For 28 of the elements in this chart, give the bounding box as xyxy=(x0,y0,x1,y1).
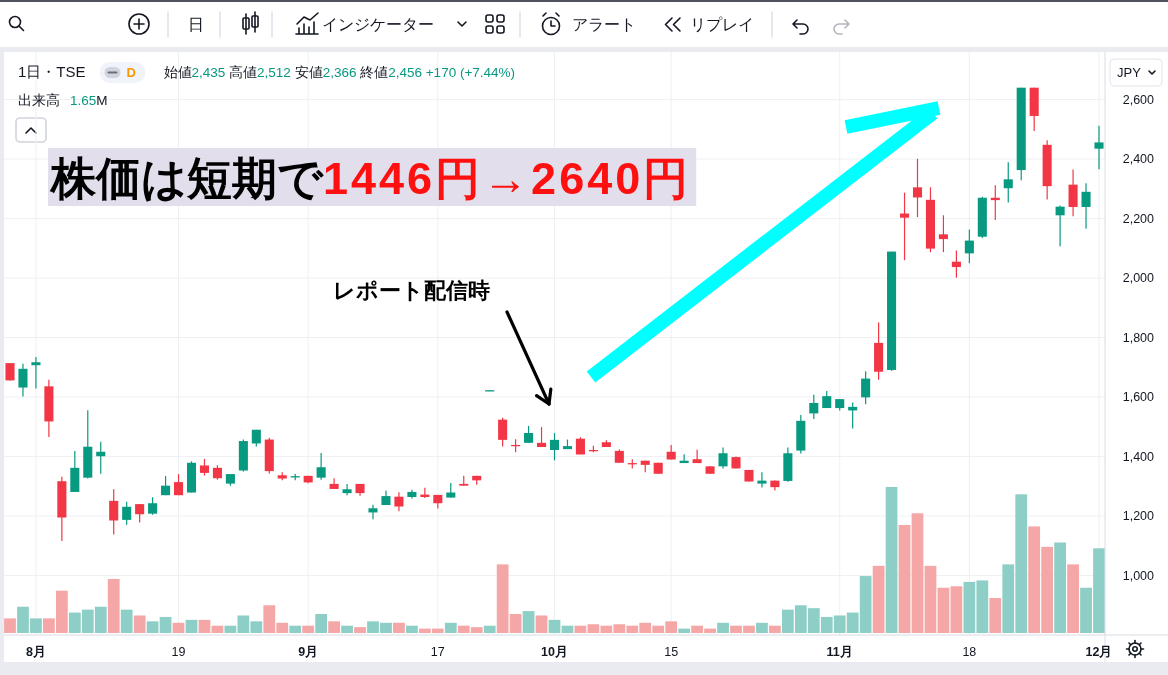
x-tick-label: 17 xyxy=(430,645,445,659)
x-tick-label: 9月 xyxy=(298,645,319,659)
text: JPY xyxy=(1117,65,1142,80)
x-tick-label: 8月 xyxy=(25,645,46,659)
x-tick-label: 19 xyxy=(171,645,186,659)
y-tick-label: 1,000 xyxy=(1122,568,1155,583)
x-tick-label: 12月 xyxy=(1085,645,1113,659)
y-tick-label: 1,800 xyxy=(1122,330,1155,345)
annotation: レポート配信時 xyxy=(333,278,553,406)
text: 日 xyxy=(188,16,204,33)
y-tick-label: 1,400 xyxy=(1122,449,1155,464)
y-tick-label: 2,200 xyxy=(1122,211,1155,226)
text: インジケーター xyxy=(322,16,434,33)
y-tick-label: 2,600 xyxy=(1122,92,1155,107)
x-tick-label: 11月 xyxy=(826,645,853,659)
legend-row: 出来高 1.65M xyxy=(18,92,108,108)
annotation: D xyxy=(126,65,136,80)
y-tick-label: 2,400 xyxy=(1122,152,1155,167)
y-tick-label: 1,200 xyxy=(1122,509,1155,524)
banner: 株価は短期で1446円→2640円 xyxy=(48,148,697,206)
text: アラート xyxy=(572,16,636,33)
x-tick-label: 18 xyxy=(962,645,977,659)
text: リプレイ xyxy=(690,16,754,33)
y-tick-label: 1,600 xyxy=(1122,390,1155,405)
x-tick-label: 10月 xyxy=(541,645,568,659)
y-tick-label: 2,000 xyxy=(1122,271,1155,286)
annotation: レポート配信時 xyxy=(333,278,490,303)
x-tick-label: 15 xyxy=(664,645,679,659)
